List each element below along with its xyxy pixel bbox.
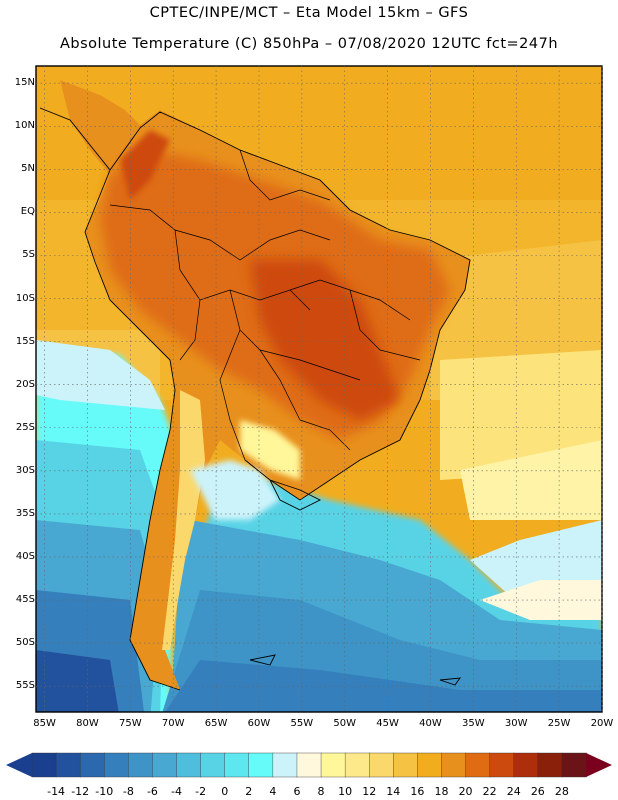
colorbar-tick-label: 20 <box>458 785 473 798</box>
lon-tick-label: 70W <box>161 718 185 729</box>
colorbar-swatch <box>248 752 274 778</box>
lat-tick-label: 30S <box>15 464 35 476</box>
lat-tick-label: 35S <box>15 507 35 519</box>
colorbar-tick-label: 16 <box>410 785 425 798</box>
map-title-line1: CPTEC/INPE/MCT – Eta Model 15km – GFS <box>149 5 469 21</box>
lat-tick-label: 40S <box>15 550 35 562</box>
colorbar-swatch <box>465 752 491 778</box>
colorbar-tick-label: -12 <box>71 785 90 798</box>
colorbar-tick-label: -14 <box>47 785 66 798</box>
colorbar-tick-label: 4 <box>269 785 277 798</box>
colorbar-swatch <box>224 752 250 778</box>
colorbar-tick-label: -10 <box>95 785 114 798</box>
lon-tick-label: 60W <box>247 718 271 729</box>
colorbar-tick-label: -8 <box>122 785 134 798</box>
colorbar-tick-label: 6 <box>293 785 301 798</box>
colorbar-tick-label: 0 <box>221 785 229 798</box>
colorbar-swatch <box>200 752 226 778</box>
colorbar-swatch <box>128 752 154 778</box>
lon-tick-label: 40W <box>419 718 442 729</box>
colorbar-swatch <box>417 752 443 778</box>
country-borders <box>109 149 421 461</box>
colorbar-tick-label: 10 <box>338 785 353 798</box>
lat-tick-label: 15N <box>14 77 35 89</box>
colorbar-swatch <box>561 752 587 778</box>
colorbar-swatch <box>296 752 322 778</box>
colorbar-tick-label: 2 <box>245 785 253 798</box>
lat-tick-label: EQ <box>20 206 35 218</box>
lat-tick-label: 10S <box>15 292 35 304</box>
colorbar-tick-label: -2 <box>195 785 207 798</box>
lat-tick-label: 20S <box>15 378 35 390</box>
map-title-line2: Absolute Temperature (C) 850hPa – 07/08/… <box>59 36 559 52</box>
lon-tick-label: 25W <box>547 718 571 729</box>
lon-tick-label: 80W <box>76 718 99 729</box>
lon-tick-label: 35W <box>462 718 485 729</box>
colorbar-swatch <box>272 752 298 778</box>
lat-tick-label: 10N <box>14 120 35 132</box>
colorbar-tick-label: 8 <box>317 785 325 798</box>
colorbar-tick-label: 18 <box>434 785 449 798</box>
colorbar-swatch <box>489 752 515 778</box>
colorbar-swatch <box>513 752 539 778</box>
lat-tick-label: 50S <box>15 637 35 649</box>
lat-tick-label: 5N <box>21 163 35 175</box>
lon-tick-label: 55W <box>290 718 314 729</box>
coastline-lines <box>39 107 471 691</box>
lon-tick-label: 20W <box>590 718 614 729</box>
colorbar-swatch <box>537 752 563 778</box>
lat-tick-label: 15S <box>15 335 35 347</box>
colorbar-low-arrow <box>6 753 32 777</box>
colorbar-swatch <box>55 752 81 778</box>
map-frame <box>35 65 603 713</box>
colorbar-tick-label: 24 <box>506 785 521 798</box>
colorbar-swatch <box>176 752 202 778</box>
lat-tick-label: 45S <box>15 594 35 606</box>
colorbar-swatch <box>320 752 346 778</box>
colorbar-tick-label: 12 <box>362 785 377 798</box>
colorbar-swatch <box>344 752 370 778</box>
colorbar-tick-label: 14 <box>386 785 401 798</box>
colorbar-tick-label: 28 <box>554 785 569 798</box>
lon-tick-label: 30W <box>504 718 528 729</box>
colorbar-swatch <box>31 752 57 778</box>
lon-tick-label: 75W <box>119 718 142 729</box>
colorbar-tick-label: 26 <box>530 785 545 798</box>
colorbar-tick-label: -4 <box>171 785 182 798</box>
colorbar-swatch <box>79 752 105 778</box>
lat-tick-label: 5S <box>22 249 35 261</box>
colorbar-high-arrow <box>586 753 612 777</box>
colorbar-swatch <box>104 752 130 778</box>
lon-tick-label: 50W <box>333 718 357 729</box>
lat-tick-label: 25S <box>15 421 35 433</box>
lon-tick-label: 45W <box>376 718 399 729</box>
colorbar-tick-label: -6 <box>146 785 158 798</box>
lon-tick-label: 65W <box>204 718 228 729</box>
colorbar-swatch <box>369 752 395 778</box>
colorbar-swatch <box>441 752 467 778</box>
colorbar-tick-label: 22 <box>482 785 497 798</box>
colorbar-swatch <box>152 752 178 778</box>
lat-tick-label: 55S <box>15 680 35 692</box>
lon-tick-label: 85W <box>33 718 56 729</box>
colorbar-swatch <box>393 752 419 778</box>
